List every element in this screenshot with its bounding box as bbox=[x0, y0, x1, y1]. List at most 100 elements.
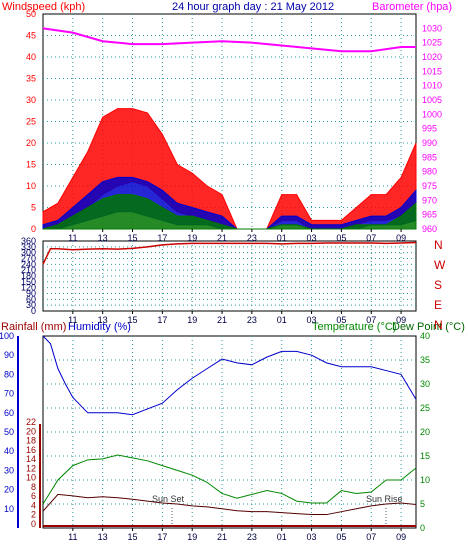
baro-ytick-label: 970 bbox=[422, 195, 437, 205]
rain-ytick-label: 16 bbox=[26, 445, 36, 455]
dir-ytick-label: 180 bbox=[21, 271, 36, 281]
baro-ytick-label: 975 bbox=[422, 181, 437, 191]
dir-xtick-label: 17 bbox=[157, 315, 167, 325]
axis-layer: 0510152025303540455096096597097598098599… bbox=[0, 9, 446, 542]
dir-ytick-label: 120 bbox=[21, 283, 36, 293]
wind-xtick-label: 01 bbox=[277, 233, 287, 243]
dir-xtick-label: 01 bbox=[277, 315, 287, 325]
baro-ytick-label: 1015 bbox=[422, 66, 442, 76]
wind-xtick-label: 09 bbox=[396, 233, 406, 243]
temp-ytick-label: 15 bbox=[420, 451, 430, 461]
temperature-series bbox=[42, 454, 417, 505]
dir-ytick-label: 210 bbox=[21, 265, 36, 275]
rain-ytick-label: 2 bbox=[31, 510, 36, 520]
wind-ytick-label: 30 bbox=[26, 95, 36, 105]
humidity-ytick-label: 70 bbox=[4, 389, 14, 399]
rain-ytick-label: 14 bbox=[26, 454, 36, 464]
wind-xtick-label: 13 bbox=[98, 233, 108, 243]
wind-ytick-label: 25 bbox=[26, 117, 36, 127]
wind-axis-title: Windspeed (kph) bbox=[2, 1, 85, 13]
wind-xtick-label: 05 bbox=[336, 233, 346, 243]
dir-xtick-label: 19 bbox=[187, 315, 197, 325]
dewpoint-series bbox=[42, 493, 417, 516]
humidity-axis-title: Humidity (%) bbox=[68, 321, 131, 333]
dir-xtick-label: 11 bbox=[68, 315, 77, 325]
rain-axis-title: Rainfall (mm) bbox=[1, 321, 66, 333]
baro-ytick-label: 985 bbox=[422, 152, 437, 162]
dir-xtick-label: 09 bbox=[396, 315, 406, 325]
dir-ytick-label: 60 bbox=[26, 294, 36, 304]
rain-ytick-label: 18 bbox=[26, 436, 36, 446]
temp-ytick-label: 35 bbox=[420, 355, 430, 365]
temp-xtick-label: 01 bbox=[277, 532, 287, 542]
rain-ytick-label: 8 bbox=[31, 482, 36, 492]
wind-ytick-label: 15 bbox=[26, 160, 36, 170]
baro-ytick-label: 990 bbox=[422, 138, 437, 148]
dir-xtick-label: 03 bbox=[307, 315, 317, 325]
temp-xtick-label: 13 bbox=[98, 532, 108, 542]
baro-ytick-label: 965 bbox=[422, 210, 437, 220]
dir-ytick-label: 360 bbox=[21, 236, 36, 246]
rain-ytick-label: 10 bbox=[26, 473, 36, 483]
temp-plot-area bbox=[42, 335, 417, 529]
temp-xtick-label: 19 bbox=[187, 532, 197, 542]
temp-ytick-label: 5 bbox=[420, 499, 425, 509]
humidity-ytick-label: 10 bbox=[4, 504, 14, 514]
temp-ytick-label: 30 bbox=[420, 379, 430, 389]
graph-title: 24 hour graph day : 21 May 2012 bbox=[172, 1, 334, 13]
humidity-ytick-label: 40 bbox=[4, 446, 14, 456]
compass-label: S bbox=[434, 278, 442, 292]
wind-xtick-label: 15 bbox=[128, 233, 138, 243]
dir-ytick-label: 240 bbox=[21, 259, 36, 269]
barometer-series bbox=[42, 27, 416, 53]
temp-xtick-label: 03 bbox=[307, 532, 317, 542]
temp-ytick-label: 10 bbox=[420, 475, 430, 485]
rain-ytick-label: 0 bbox=[31, 519, 36, 529]
rain-ytick-label: 12 bbox=[26, 463, 36, 473]
baro-ytick-label: 1010 bbox=[422, 81, 442, 91]
dir-ytick-label: 330 bbox=[21, 242, 36, 252]
wind-ytick-label: 0 bbox=[31, 224, 36, 234]
humidity-ytick-label: 90 bbox=[4, 350, 14, 360]
temp-xtick-label: 23 bbox=[247, 532, 257, 542]
humidity-ytick-label: 50 bbox=[4, 427, 14, 437]
temp-xtick-label: 15 bbox=[128, 532, 138, 542]
baro-ytick-label: 960 bbox=[422, 224, 437, 234]
compass-label: E bbox=[434, 298, 442, 312]
sunset-label: Sun Set bbox=[152, 494, 185, 504]
compass-label: W bbox=[434, 258, 446, 272]
dir-ytick-label: 300 bbox=[21, 248, 36, 258]
wind-xtick-label: 21 bbox=[217, 233, 227, 243]
humidity-ytick-label: 60 bbox=[4, 408, 14, 418]
baro-ytick-label: 1000 bbox=[422, 109, 442, 119]
baro-ytick-label: 1025 bbox=[422, 38, 442, 48]
baro-ytick-label: 980 bbox=[422, 167, 437, 177]
rain-ytick-label: 22 bbox=[26, 417, 36, 427]
humidity-series bbox=[42, 335, 417, 416]
temp-xtick-label: 05 bbox=[336, 532, 346, 542]
wind-xtick-label: 17 bbox=[157, 233, 167, 243]
wind-ytick-label: 50 bbox=[26, 9, 36, 19]
dir-xtick-label: 23 bbox=[247, 315, 257, 325]
humidity-ytick-label: 100 bbox=[0, 331, 14, 341]
wind-ytick-label: 5 bbox=[31, 203, 36, 213]
wind-xtick-label: 23 bbox=[247, 233, 257, 243]
wind-ytick-label: 45 bbox=[26, 31, 36, 41]
dir-ytick-label: 30 bbox=[26, 300, 36, 310]
rain-ytick-label: 4 bbox=[31, 500, 36, 510]
temp-ytick-label: 25 bbox=[420, 403, 430, 413]
wind-xtick-label: 07 bbox=[366, 233, 376, 243]
wind-xtick-label: 11 bbox=[68, 233, 77, 243]
wind-ytick-label: 10 bbox=[26, 181, 36, 191]
rain-ytick-label: 20 bbox=[26, 426, 36, 436]
humidity-ytick-label: 80 bbox=[4, 369, 14, 379]
baro-ytick-label: 1005 bbox=[422, 95, 442, 105]
wind-ytick-label: 35 bbox=[26, 74, 36, 84]
dir-ytick-label: 150 bbox=[21, 277, 36, 287]
compass-label: N bbox=[434, 238, 443, 252]
temp-ytick-label: 20 bbox=[420, 427, 430, 437]
temp-xtick-label: 09 bbox=[396, 532, 406, 542]
wind-average-series bbox=[42, 194, 417, 230]
dir-xtick-label: 15 bbox=[128, 315, 138, 325]
